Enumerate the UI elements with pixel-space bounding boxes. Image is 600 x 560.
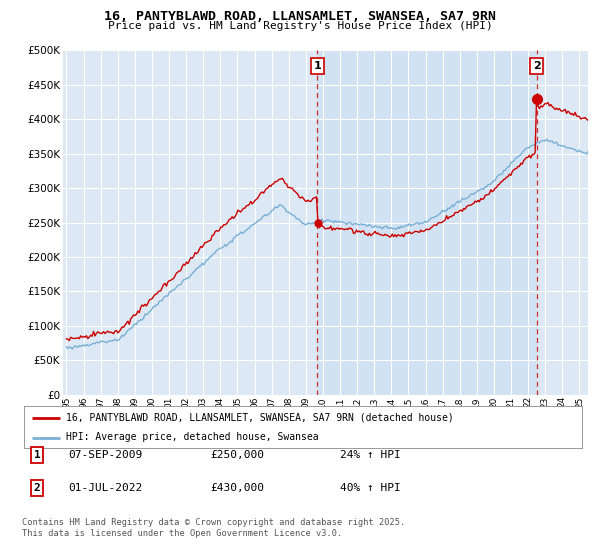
- Text: HPI: Average price, detached house, Swansea: HPI: Average price, detached house, Swan…: [66, 432, 319, 442]
- Text: £430,000: £430,000: [210, 483, 264, 493]
- Text: 16, PANTYBLAWD ROAD, LLANSAMLET, SWANSEA, SA7 9RN: 16, PANTYBLAWD ROAD, LLANSAMLET, SWANSEA…: [104, 10, 496, 22]
- Bar: [317, 50, 536, 395]
- Text: £250,000: £250,000: [210, 450, 264, 460]
- Text: 24% ↑ HPI: 24% ↑ HPI: [340, 450, 401, 460]
- Text: 40% ↑ HPI: 40% ↑ HPI: [340, 483, 401, 493]
- Text: Price paid vs. HM Land Registry's House Price Index (HPI): Price paid vs. HM Land Registry's House …: [107, 21, 493, 31]
- Text: 07-SEP-2009: 07-SEP-2009: [68, 450, 142, 460]
- Text: 01-JUL-2022: 01-JUL-2022: [68, 483, 142, 493]
- Text: 1: 1: [34, 450, 40, 460]
- Text: 1: 1: [314, 61, 322, 71]
- Text: 2: 2: [34, 483, 40, 493]
- Text: 16, PANTYBLAWD ROAD, LLANSAMLET, SWANSEA, SA7 9RN (detached house): 16, PANTYBLAWD ROAD, LLANSAMLET, SWANSEA…: [66, 413, 454, 423]
- Text: Contains HM Land Registry data © Crown copyright and database right 2025.
This d: Contains HM Land Registry data © Crown c…: [22, 519, 405, 538]
- Text: 2: 2: [533, 61, 541, 71]
